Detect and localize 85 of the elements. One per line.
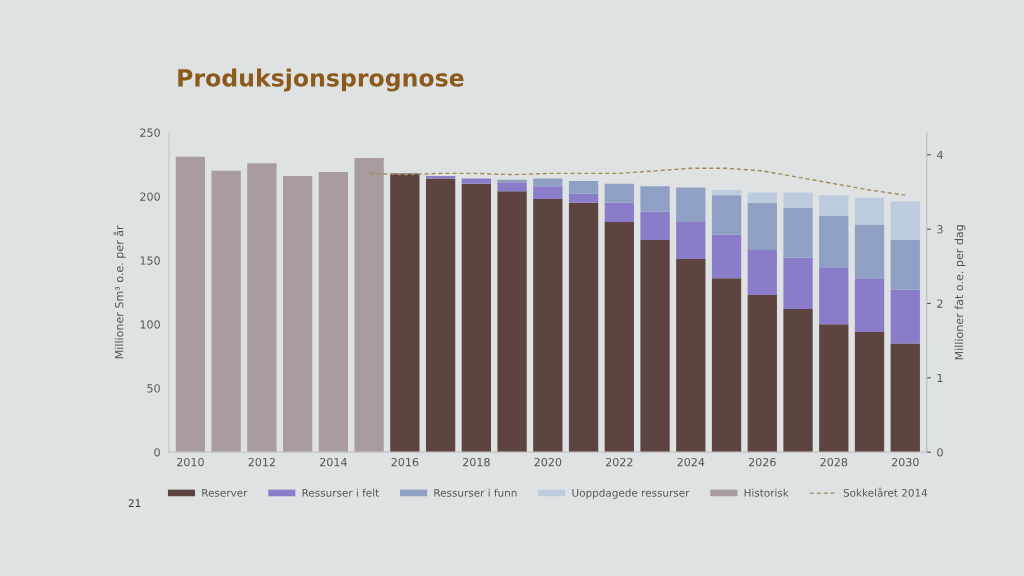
bar xyxy=(819,268,849,325)
bar xyxy=(819,324,849,453)
bar xyxy=(854,197,885,225)
bar xyxy=(783,192,813,208)
y-tick-label: 150 xyxy=(140,256,160,265)
legend-label: Ressurser i funn xyxy=(434,488,517,497)
bar xyxy=(747,202,777,251)
bar xyxy=(497,182,527,192)
bar xyxy=(390,173,420,453)
bar xyxy=(890,343,920,453)
bar xyxy=(640,239,670,453)
bar xyxy=(533,186,563,199)
bar xyxy=(854,278,885,332)
x-tick-label: 2020 xyxy=(534,457,562,467)
bar xyxy=(354,158,384,453)
x-tick-label: 2030 xyxy=(891,457,919,467)
legend-label: Ressurser i felt xyxy=(302,488,379,497)
legend-label: Uoppdagede ressurser xyxy=(572,488,690,499)
bar xyxy=(604,221,634,453)
x-tick-label: 2018 xyxy=(463,457,490,467)
bar xyxy=(747,294,777,453)
x-tick-label: 2014 xyxy=(320,457,347,467)
y2-tick-label: 1 xyxy=(937,373,943,383)
y-tick-label: 0 xyxy=(154,448,160,457)
legend-label: Reserver xyxy=(202,489,248,497)
bar xyxy=(711,190,742,196)
y2-tick-label: 3 xyxy=(937,225,943,234)
bar xyxy=(711,234,742,279)
bar xyxy=(890,289,920,344)
bar xyxy=(747,192,777,203)
bar xyxy=(568,193,599,203)
bar xyxy=(568,181,599,194)
bar xyxy=(783,257,813,309)
y2-tick-label: 4 xyxy=(936,150,943,159)
x-tick-label: 2010 xyxy=(177,457,204,467)
bar xyxy=(640,211,670,240)
bar xyxy=(819,215,849,269)
y-axis-title: Millioner Sm³ o.e. per år xyxy=(113,225,126,359)
x-tick-label: 2022 xyxy=(606,457,633,467)
legend-label: Sokkelåret 2014 xyxy=(843,487,928,497)
bar xyxy=(783,207,813,258)
bar xyxy=(533,198,563,453)
bar xyxy=(282,175,313,453)
bar xyxy=(533,178,563,187)
bar xyxy=(676,187,706,222)
x-tick-label: 2016 xyxy=(391,457,419,467)
bar xyxy=(497,191,527,453)
x-tick-label: 2026 xyxy=(748,457,776,467)
bar xyxy=(783,308,813,453)
bar xyxy=(247,163,277,453)
y-tick-label: 250 xyxy=(140,128,160,137)
bar xyxy=(604,202,634,222)
bar xyxy=(425,178,456,453)
y-tick-label: 50 xyxy=(147,384,160,393)
bar xyxy=(676,259,706,453)
x-tick-label: 2012 xyxy=(248,457,275,467)
y2-axis-title: Millioner fat o.e. per dag xyxy=(954,225,966,360)
bar xyxy=(604,183,634,203)
bar xyxy=(890,201,920,240)
y2-tick-label: 0 xyxy=(937,448,943,457)
bar xyxy=(461,183,492,453)
bar xyxy=(854,331,885,453)
text: 21 xyxy=(128,499,141,507)
bar xyxy=(461,178,492,184)
y-tick-label: 200 xyxy=(140,192,160,201)
bar xyxy=(175,156,206,453)
bar xyxy=(318,172,349,453)
bar xyxy=(676,221,706,260)
line-series xyxy=(368,167,906,196)
y-tick-label: 100 xyxy=(140,320,160,329)
y2-tick-label: 2 xyxy=(937,299,943,308)
x-tick-label: 2028 xyxy=(820,457,848,467)
bar xyxy=(425,175,456,179)
bar xyxy=(747,250,777,295)
chart-title: Produksjonsprognose xyxy=(178,68,464,92)
bar xyxy=(211,170,241,453)
bar xyxy=(819,195,849,216)
bar xyxy=(640,186,670,212)
bar xyxy=(711,278,742,453)
bar xyxy=(711,195,742,235)
x-tick-label: 2024 xyxy=(677,457,705,467)
bar xyxy=(568,202,599,453)
legend-label: Historisk xyxy=(744,488,789,497)
bar xyxy=(890,239,920,290)
bar xyxy=(854,224,885,279)
